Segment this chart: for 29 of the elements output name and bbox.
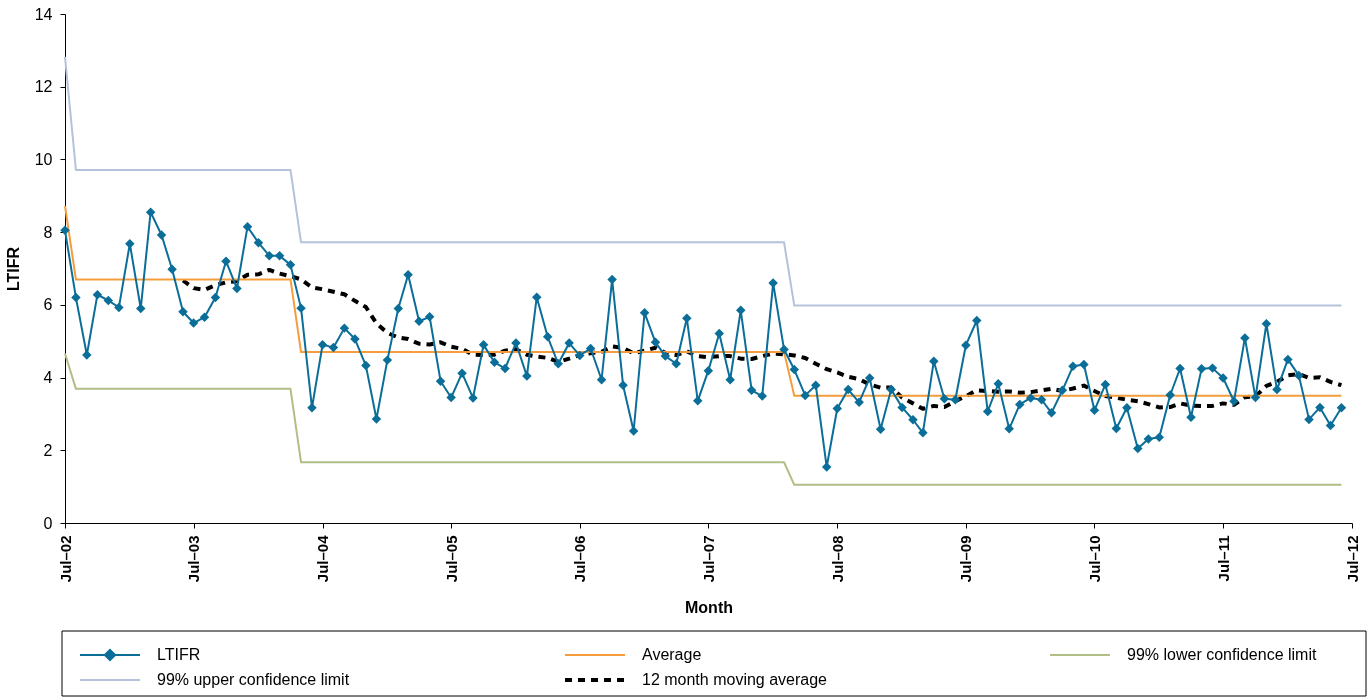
x-tick-label: Jul–05 bbox=[442, 535, 460, 583]
line-series bbox=[181, 267, 1344, 411]
y-tick-label: 14 bbox=[34, 5, 53, 23]
legend-label: 99% upper confidence limit bbox=[157, 671, 350, 688]
x-tick-label: Jul–12 bbox=[1343, 535, 1361, 583]
y-tick-label: 10 bbox=[34, 150, 53, 168]
legend-label: LTIFR bbox=[157, 646, 201, 663]
y-tick-label: 6 bbox=[43, 296, 53, 314]
legend-label: Average bbox=[642, 646, 702, 663]
x-tick-label: Jul–07 bbox=[699, 535, 717, 583]
legend-label: 99% lower confidence limit bbox=[1127, 646, 1317, 663]
x-tick-label: Jul–09 bbox=[957, 535, 975, 583]
y-tick-label: 8 bbox=[43, 223, 53, 241]
y-tick-label: 0 bbox=[43, 514, 53, 532]
x-tick-label: Jul–03 bbox=[185, 535, 203, 583]
x-tick-label: Jul–06 bbox=[571, 535, 589, 583]
line-series bbox=[64, 55, 1343, 307]
y-axis-title: LTIFR bbox=[4, 246, 22, 292]
y-tick-label: 4 bbox=[43, 369, 53, 387]
x-tick-label: Jul–08 bbox=[828, 535, 846, 583]
y-tick-label: 12 bbox=[34, 78, 53, 96]
y-tick-label: 2 bbox=[43, 441, 53, 459]
x-tick-label: Jul–11 bbox=[1214, 535, 1232, 582]
x-tick-label: Jul–10 bbox=[1085, 535, 1103, 583]
x-axis-title: Month bbox=[685, 599, 733, 617]
x-tick-label: Jul–04 bbox=[314, 534, 332, 583]
x-tick-label: Jul–02 bbox=[56, 535, 74, 583]
line-series bbox=[64, 352, 1343, 486]
legend-label: 12 month moving average bbox=[642, 671, 828, 688]
